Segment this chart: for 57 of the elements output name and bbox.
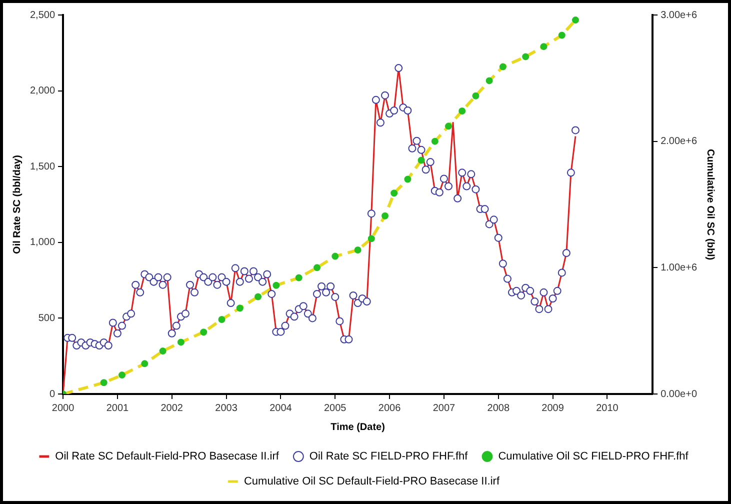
point — [486, 77, 493, 84]
point — [431, 138, 438, 145]
x-tick-label: 2004 — [270, 402, 292, 414]
point — [218, 316, 226, 323]
point — [159, 348, 166, 355]
point — [332, 252, 339, 260]
legend-label: Cumulative Oil SC FIELD-PRO FHF.fhf — [498, 450, 690, 463]
y-tick-label: 2,000 — [30, 86, 56, 97]
point — [236, 304, 244, 312]
point — [499, 63, 506, 70]
point — [382, 212, 389, 220]
x-tick-label: 2000 — [52, 402, 75, 414]
point — [472, 92, 480, 100]
y2-axis-title: Cumulative Oil SC (bbl) — [704, 148, 716, 260]
point — [100, 379, 108, 386]
point — [368, 235, 375, 242]
point — [295, 274, 302, 282]
y-tick-label: 2,500 — [30, 10, 56, 21]
point — [177, 338, 184, 346]
y2-tick-label: 1.00e+6 — [660, 262, 698, 274]
point — [404, 176, 412, 183]
x-tick-label: 2007 — [432, 402, 456, 414]
x-tick-label: 2009 — [542, 402, 564, 414]
x-axis-title: Time (Date) — [330, 422, 385, 433]
point — [141, 360, 148, 368]
x-tick-label: 2006 — [378, 402, 402, 414]
x-tick-label: 2001 — [106, 402, 130, 414]
x-tick-label: 2010 — [596, 402, 619, 414]
point — [313, 264, 320, 272]
x-tick-label: 2005 — [324, 402, 347, 414]
point — [522, 53, 530, 60]
point — [200, 328, 208, 336]
point — [272, 282, 280, 289]
y2-tick-label: 3.00e+6 — [660, 10, 698, 21]
y-axis-title: Oil Rate SC (bbl/day) — [12, 155, 23, 254]
y-tick-label: 500 — [38, 312, 56, 324]
point — [118, 372, 126, 379]
point — [558, 32, 566, 39]
legend-label: Cumulative Oil SC Default-Field-PRO Basecase II.irf — [244, 476, 500, 488]
y-tick-label: 0 — [49, 388, 56, 400]
point — [445, 122, 452, 130]
point — [458, 108, 466, 115]
legend-label: Oil Rate SC FIELD-PRO FHF.fhf — [309, 450, 469, 463]
point — [390, 190, 398, 197]
point — [572, 16, 579, 24]
point — [254, 293, 262, 300]
y2-tick-label: 2.00e+6 — [660, 136, 698, 148]
x-tick-label: 2003 — [215, 402, 238, 414]
legend-label: Oil Rate SC Default-Field-PRO Basecase II.irf — [55, 450, 280, 463]
point — [354, 246, 362, 254]
y-tick-label: 1,500 — [30, 161, 56, 172]
x-tick-label: 2002 — [160, 402, 184, 414]
x-tick-label: 2008 — [487, 402, 510, 414]
point — [540, 43, 548, 50]
y-tick-label: 1,000 — [30, 237, 56, 248]
point — [418, 156, 425, 164]
y2-tick-label: 0.00e+0 — [660, 388, 698, 400]
